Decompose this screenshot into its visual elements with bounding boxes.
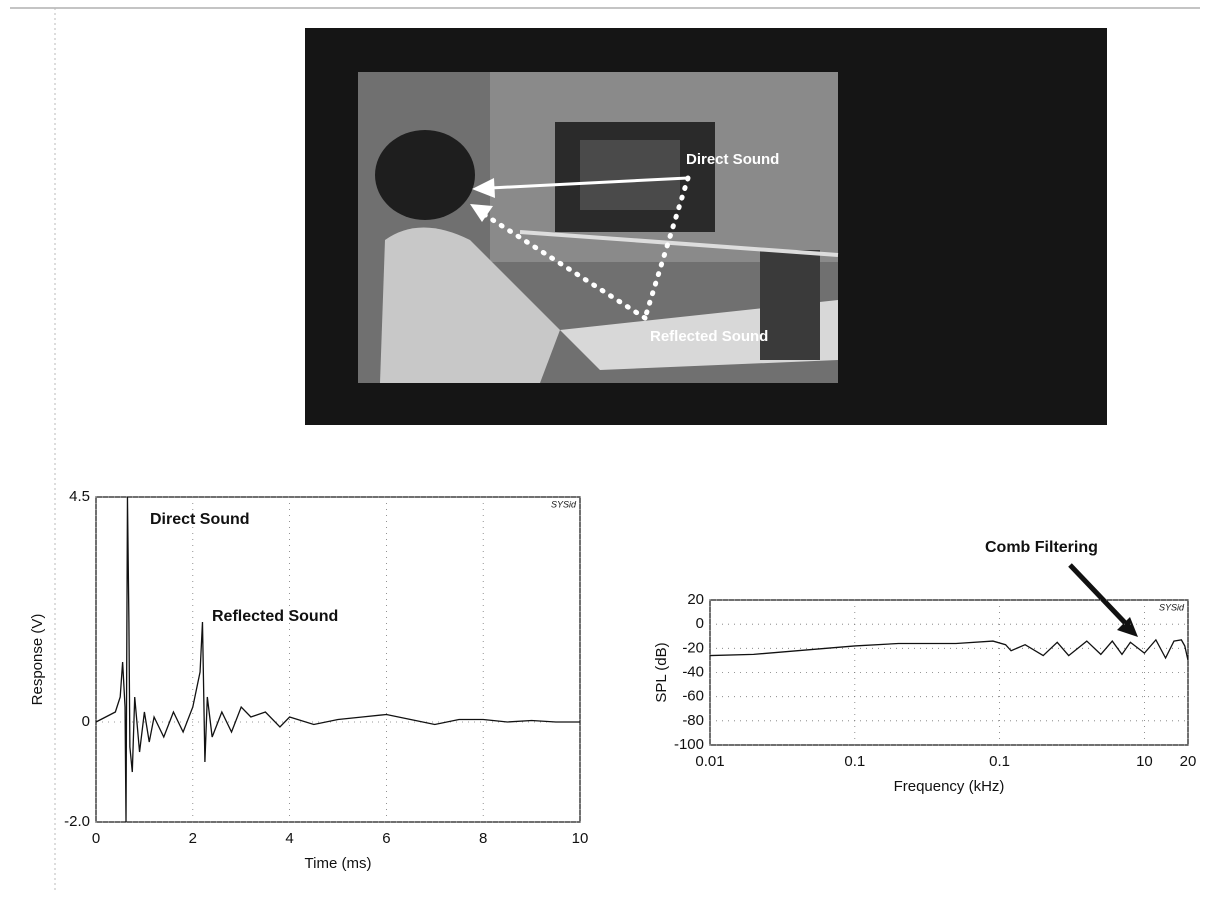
photo-head xyxy=(375,130,475,220)
x-tick-label: 10 xyxy=(1136,753,1153,770)
y-tick-label: -60 xyxy=(682,688,704,705)
y-tick-label: -40 xyxy=(682,663,704,680)
y-tick-label: 0 xyxy=(696,615,704,632)
x-tick-label: 10 xyxy=(572,830,589,847)
photo-screen xyxy=(580,140,680,210)
data-line xyxy=(709,638,1189,661)
x-tick-label: 0.1 xyxy=(989,753,1010,770)
x-tick-label: 2 xyxy=(189,830,197,847)
x-tick-label: 8 xyxy=(479,830,487,847)
x-axis-label: Frequency (kHz) xyxy=(894,778,1005,795)
x-tick-label: 20 xyxy=(1180,753,1197,770)
reflect-arrowhead xyxy=(470,204,493,222)
annotation-arrowhead xyxy=(1117,617,1138,637)
x-axis-label: Time (ms) xyxy=(305,855,372,872)
y-tick-label: -2.0 xyxy=(64,813,90,830)
photo-label: Reflected Sound xyxy=(650,328,768,345)
plot-area xyxy=(95,496,581,823)
y-tick-label: 20 xyxy=(687,591,704,608)
x-tick-label: 4 xyxy=(285,830,293,847)
x-tick-label: 6 xyxy=(382,830,390,847)
y-tick-label: 4.5 xyxy=(69,488,90,505)
reflect-path xyxy=(482,212,648,321)
y-tick-label: -80 xyxy=(682,712,704,729)
x-tick-label: 0 xyxy=(92,830,100,847)
photo: Direct Sound Reflected Sound xyxy=(305,28,1107,425)
annotation: Comb Filtering xyxy=(985,539,1098,556)
x-tick-label: 0.1 xyxy=(844,753,865,770)
reflect-path xyxy=(642,175,691,321)
y-axis-label: Response (V) xyxy=(29,614,46,706)
y-tick-label: -20 xyxy=(682,639,704,656)
photo-shelf xyxy=(519,230,839,257)
y-axis-label: SPL (dB) xyxy=(653,642,670,702)
direct-arrow xyxy=(489,176,689,190)
photo-body xyxy=(380,227,560,383)
photo-monitor-side xyxy=(760,250,820,360)
annotation: Reflected Sound xyxy=(212,608,338,625)
watermark: SYSid xyxy=(1159,602,1185,612)
annotation: Direct Sound xyxy=(150,511,250,528)
y-tick-label: -100 xyxy=(674,736,704,753)
data-line xyxy=(95,496,580,823)
annotation-arrow xyxy=(1068,563,1132,630)
watermark: SYSid xyxy=(551,499,577,509)
plot-area xyxy=(709,599,1189,746)
x-tick-label: 0.01 xyxy=(695,753,724,770)
photo-label: Direct Sound xyxy=(686,151,779,168)
y-tick-label: 0 xyxy=(82,713,90,730)
direct-arrowhead xyxy=(472,178,495,198)
